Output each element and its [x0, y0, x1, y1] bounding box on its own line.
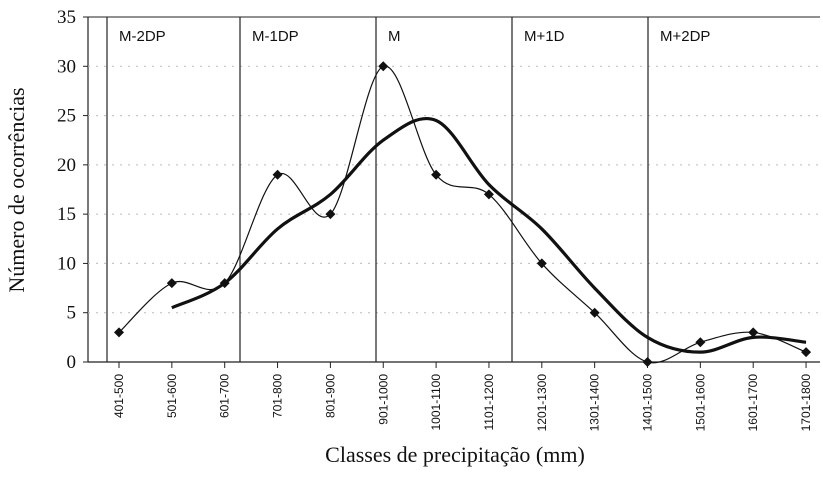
x-tick-label: 901-1000: [376, 374, 390, 425]
y-tick-label: 15: [57, 204, 76, 225]
x-axis-label: Classes de precipitação (mm): [325, 442, 585, 467]
marker: [166, 278, 177, 289]
marker: [589, 307, 600, 318]
annotation: M-2DP: [119, 28, 166, 45]
marker: [378, 61, 389, 72]
marker: [431, 169, 442, 180]
x-tick-label: 1301-1400: [588, 374, 602, 432]
x-tick-label: 1501-1600: [693, 374, 707, 432]
x-tick-label: 701-800: [271, 374, 285, 418]
marker: [801, 347, 812, 358]
x-tick-label: 1001-1100: [429, 374, 443, 431]
annotation: M-1DP: [252, 28, 299, 45]
marker: [483, 189, 494, 200]
x-tick-label: 1401-1500: [641, 374, 655, 432]
marker: [748, 327, 759, 338]
x-tick-label: 1201-1300: [535, 374, 549, 432]
x-tick-label: 601-700: [218, 374, 232, 418]
x-tick-label: 401-500: [112, 374, 126, 418]
y-tick-label: 5: [67, 303, 77, 324]
x-tick-label: 1701-1800: [799, 374, 813, 432]
marker: [695, 337, 706, 348]
y-tick-label: 35: [57, 7, 76, 28]
x-tick-label: 1601-1700: [746, 374, 760, 432]
y-tick-label: 30: [57, 56, 76, 77]
annotation: M: [388, 28, 401, 45]
marker: [272, 169, 283, 180]
annotation: M+1D: [524, 28, 565, 45]
x-tick-label: 1101-1200: [482, 374, 496, 431]
y-tick-label: 20: [57, 155, 76, 176]
x-tick-label: 801-900: [323, 374, 337, 418]
series-line: [171, 117, 807, 354]
y-tick-label: 0: [67, 352, 77, 373]
marker: [536, 258, 547, 269]
x-tick-label: 501-600: [165, 374, 179, 418]
y-tick-label: 10: [57, 253, 76, 274]
series-line: [118, 65, 807, 364]
marker: [114, 327, 124, 338]
y-tick-label: 25: [57, 106, 76, 127]
marker: [325, 209, 336, 220]
annotation: M+2DP: [660, 28, 710, 45]
marker: [642, 357, 653, 367]
y-axis-label: Número de ocorrências: [4, 87, 29, 292]
